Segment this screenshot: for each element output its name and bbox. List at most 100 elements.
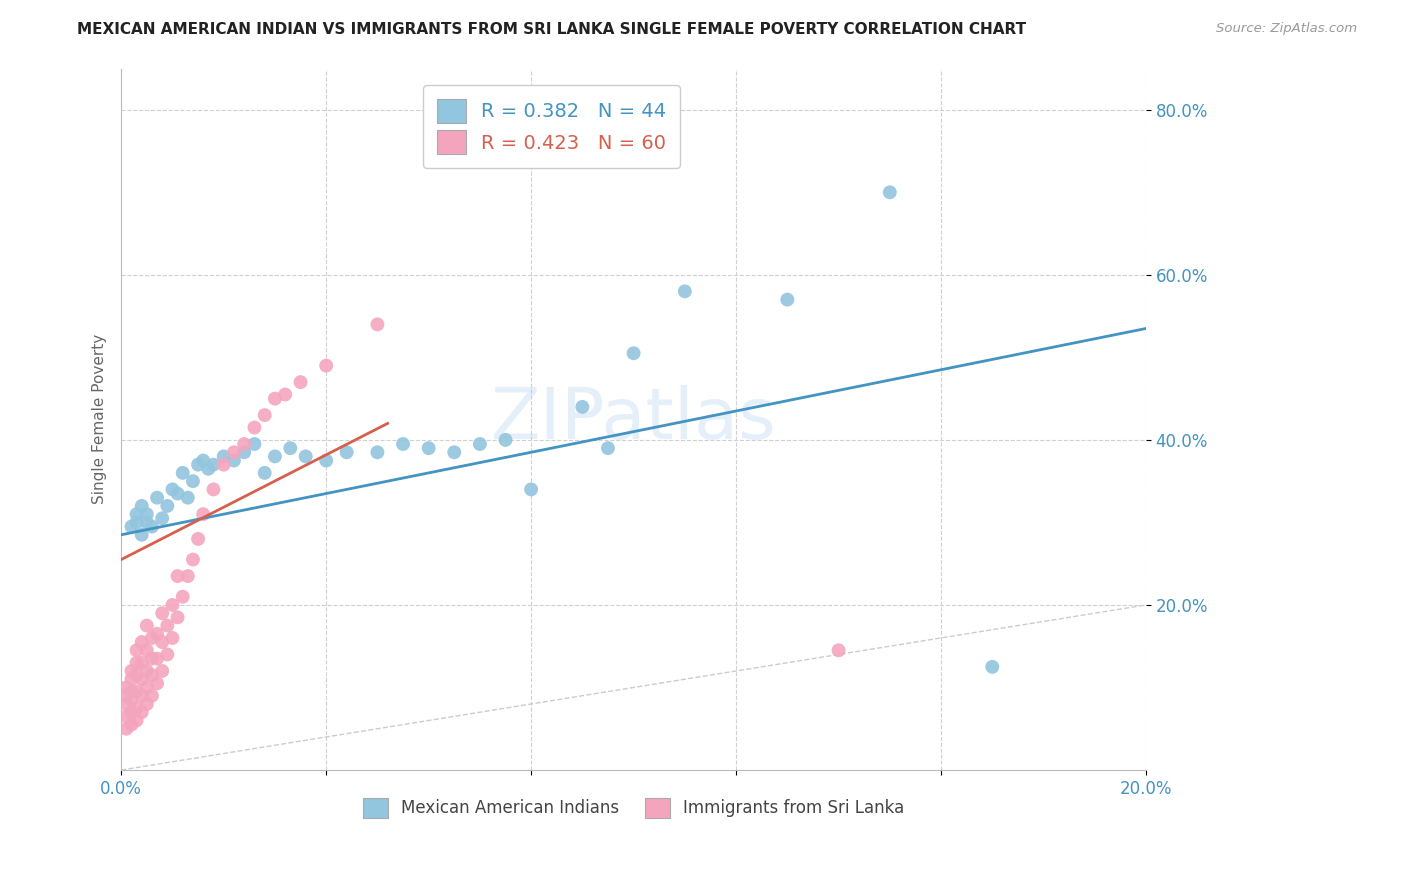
Point <box>162 483 184 497</box>
Point <box>233 437 256 451</box>
Point <box>294 450 316 464</box>
Point <box>146 627 169 641</box>
Point <box>131 499 153 513</box>
Point <box>115 689 138 703</box>
Point <box>115 697 138 711</box>
Point <box>125 668 148 682</box>
Point <box>141 631 163 645</box>
Point <box>131 672 153 686</box>
Point <box>571 400 593 414</box>
Point <box>115 709 138 723</box>
Point <box>193 453 215 467</box>
Legend: Mexican American Indians, Immigrants from Sri Lanka: Mexican American Indians, Immigrants fro… <box>356 791 911 825</box>
Point <box>135 664 157 678</box>
Point <box>212 458 235 472</box>
Point <box>146 676 169 690</box>
Point <box>366 445 388 459</box>
Point <box>278 441 301 455</box>
Point <box>135 618 157 632</box>
Point <box>596 441 619 455</box>
Point <box>121 672 143 686</box>
Point <box>776 293 799 307</box>
Point <box>981 660 1004 674</box>
Point <box>187 532 209 546</box>
Point <box>125 507 148 521</box>
Text: Source: ZipAtlas.com: Source: ZipAtlas.com <box>1216 22 1357 36</box>
Point <box>253 466 276 480</box>
Point <box>135 697 157 711</box>
Point <box>162 631 184 645</box>
Point <box>125 643 148 657</box>
Point <box>443 445 465 459</box>
Point <box>166 610 188 624</box>
Point <box>520 483 543 497</box>
Y-axis label: Single Female Poverty: Single Female Poverty <box>93 334 107 504</box>
Point <box>418 441 440 455</box>
Point <box>156 648 179 662</box>
Point <box>172 590 194 604</box>
Point <box>131 635 153 649</box>
Point <box>141 668 163 682</box>
Point <box>166 486 188 500</box>
Point <box>131 705 153 719</box>
Text: MEXICAN AMERICAN INDIAN VS IMMIGRANTS FROM SRI LANKA SINGLE FEMALE POVERTY CORRE: MEXICAN AMERICAN INDIAN VS IMMIGRANTS FR… <box>77 22 1026 37</box>
Point <box>121 684 143 698</box>
Point <box>135 681 157 695</box>
Point <box>202 458 225 472</box>
Point <box>264 450 287 464</box>
Point <box>135 507 157 521</box>
Point <box>879 186 901 200</box>
Point <box>131 656 153 670</box>
Point <box>315 453 337 467</box>
Point <box>135 516 157 530</box>
Point <box>141 651 163 665</box>
Point <box>222 453 245 467</box>
Point <box>202 483 225 497</box>
Point <box>222 445 245 459</box>
Point <box>162 598 184 612</box>
Point <box>121 519 143 533</box>
Point <box>156 618 179 632</box>
Point <box>146 491 169 505</box>
Point <box>125 701 148 715</box>
Point <box>623 346 645 360</box>
Point <box>141 519 163 533</box>
Point <box>156 499 179 513</box>
Point <box>131 689 153 703</box>
Point <box>131 528 153 542</box>
Point <box>197 462 219 476</box>
Point <box>172 466 194 480</box>
Point <box>392 437 415 451</box>
Point <box>150 664 173 678</box>
Point <box>146 651 169 665</box>
Point <box>495 433 517 447</box>
Point <box>193 507 215 521</box>
Point <box>264 392 287 406</box>
Point <box>243 420 266 434</box>
Point <box>243 437 266 451</box>
Text: ZIPatlas: ZIPatlas <box>491 384 776 454</box>
Point <box>135 643 157 657</box>
Point <box>150 606 173 620</box>
Point <box>181 552 204 566</box>
Point <box>121 717 143 731</box>
Point <box>827 643 849 657</box>
Point <box>125 516 148 530</box>
Point <box>125 684 148 698</box>
Point <box>125 656 148 670</box>
Point <box>336 445 359 459</box>
Point <box>274 387 297 401</box>
Point <box>253 408 276 422</box>
Point <box>121 664 143 678</box>
Point <box>673 285 696 299</box>
Point <box>233 445 256 459</box>
Point <box>166 569 188 583</box>
Point <box>315 359 337 373</box>
Point <box>181 474 204 488</box>
Point <box>468 437 491 451</box>
Point <box>212 450 235 464</box>
Point <box>115 722 138 736</box>
Point <box>177 491 200 505</box>
Point <box>115 681 138 695</box>
Point <box>290 375 312 389</box>
